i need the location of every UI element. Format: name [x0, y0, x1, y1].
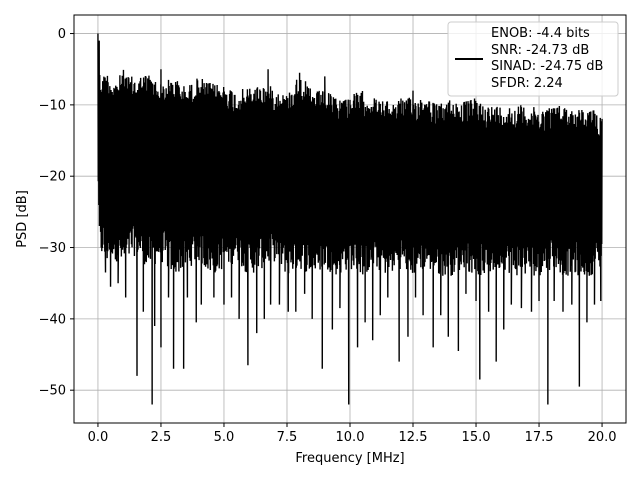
- legend-enob: ENOB: -4.4 bits: [491, 26, 590, 41]
- x-tick-label: 0.0: [88, 430, 109, 445]
- axis-ticks: 0.0 2.5 5.0 7.5 10.0 12.5 15.0 17.5 20.0 0 −10 −20 −…: [39, 27, 617, 445]
- legend-sfdr: SFDR: 2.24: [491, 76, 563, 91]
- psd-trace: [97, 33, 603, 405]
- y-tick-label: −30: [39, 241, 66, 256]
- y-tick-label: −20: [39, 170, 66, 185]
- x-tick-label: 12.5: [399, 430, 428, 445]
- legend-snr: SNR: -24.73 dB: [491, 43, 589, 58]
- x-tick-label: 10.0: [336, 430, 365, 445]
- x-axis-label: Frequency [MHz]: [295, 451, 404, 466]
- y-tick-label: −50: [39, 384, 66, 399]
- psd-line: [97, 33, 603, 405]
- x-tick-label: 17.5: [525, 430, 554, 445]
- x-tick-label: 20.0: [588, 430, 617, 445]
- legend-box: [447, 21, 619, 97]
- x-tick-label: 5.0: [214, 430, 235, 445]
- legend-sinad: SINAD: -24.75 dB: [491, 59, 603, 74]
- y-axis-label: PSD [dB]: [15, 190, 30, 248]
- y-tick-label: −40: [39, 312, 66, 327]
- x-tick-label: 2.5: [151, 430, 172, 445]
- x-tick-label: 7.5: [277, 430, 298, 445]
- legend: ENOB: -4.4 bits SNR: -24.73 dB SINAD: -2…: [447, 21, 619, 97]
- x-tick-label: 15.0: [462, 430, 491, 445]
- y-tick-label: −10: [39, 98, 66, 113]
- y-tick-label: 0: [58, 27, 66, 42]
